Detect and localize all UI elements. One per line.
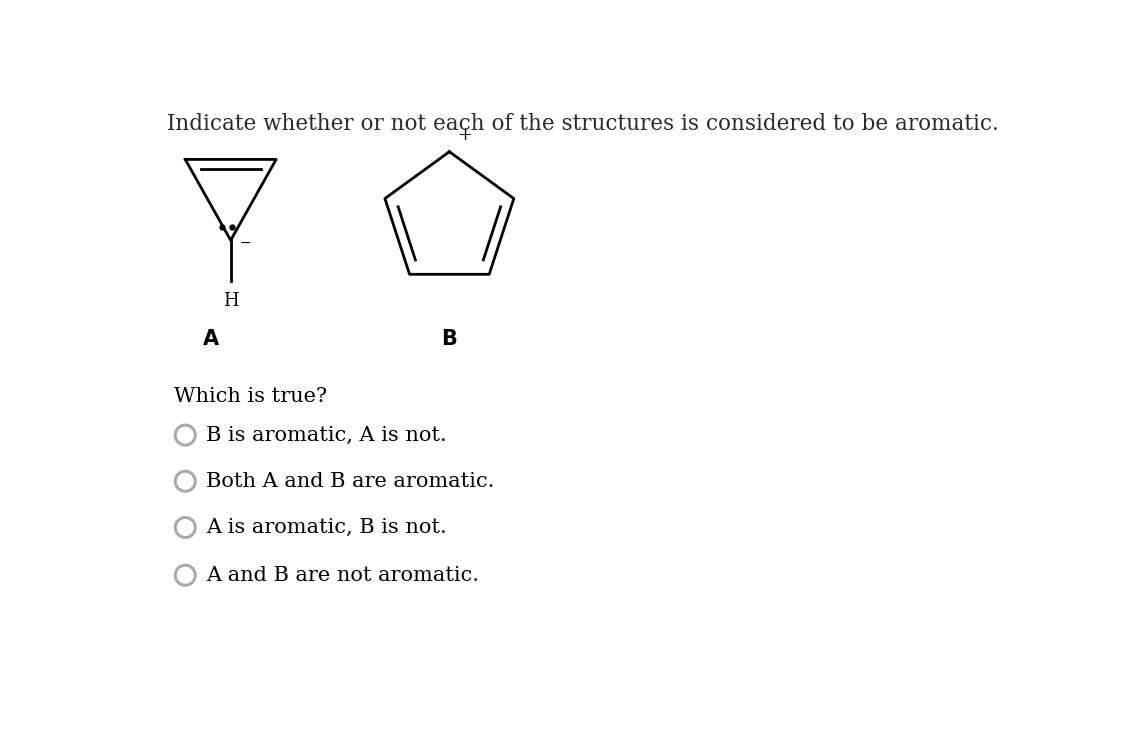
Text: Which is true?: Which is true? <box>174 387 328 406</box>
Text: A: A <box>203 329 219 348</box>
Text: B: B <box>442 329 458 348</box>
Text: +: + <box>457 125 473 143</box>
Text: A and B are not aromatic.: A and B are not aromatic. <box>206 566 480 585</box>
Text: A is aromatic, B is not.: A is aromatic, B is not. <box>206 518 446 537</box>
Text: Both A and B are aromatic.: Both A and B are aromatic. <box>206 472 494 491</box>
Text: B is aromatic, A is not.: B is aromatic, A is not. <box>206 426 446 445</box>
Text: −: − <box>239 237 251 250</box>
Text: H: H <box>223 292 238 310</box>
Text: Indicate whether or not each of the structures is considered to be aromatic.: Indicate whether or not each of the stru… <box>167 113 999 135</box>
